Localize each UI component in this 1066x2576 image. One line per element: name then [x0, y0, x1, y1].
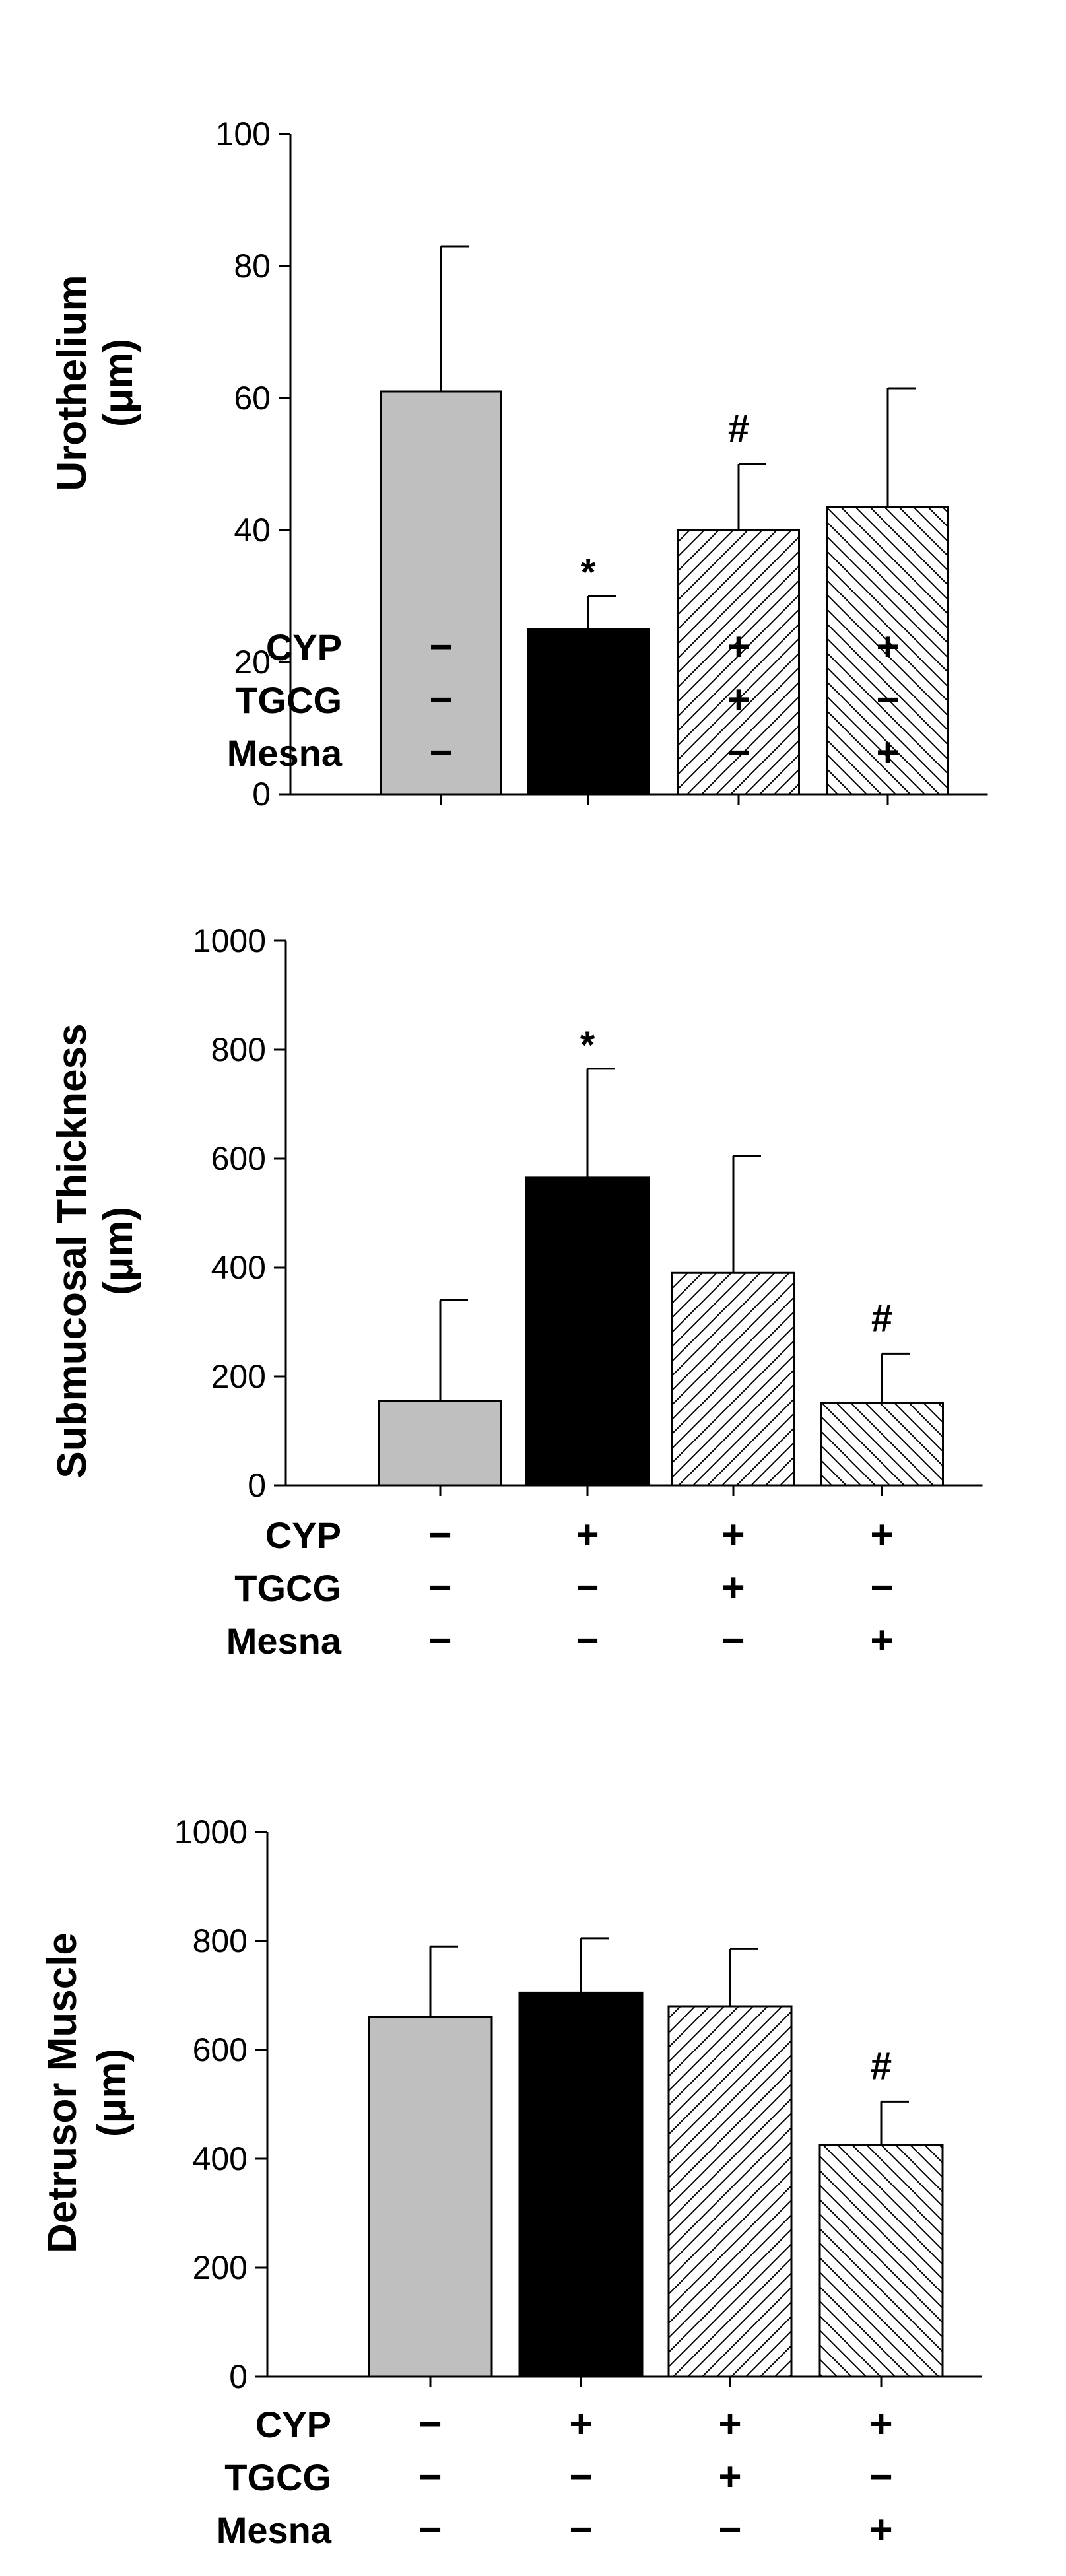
y-tick-label: 0 — [229, 2358, 248, 2395]
condition-label: CYP — [266, 627, 342, 668]
condition-label: CYP — [255, 2404, 331, 2445]
y-tick-label: 800 — [193, 1922, 248, 1959]
condition-sign: − — [428, 1565, 451, 1610]
condition-sign: + — [870, 1618, 893, 1662]
y-axis-label: Detrusor Muscle — [40, 1932, 85, 2253]
y-axis-unit: (μm) — [96, 339, 141, 427]
condition-sign: − — [876, 677, 899, 722]
condition-sign: + — [876, 625, 899, 669]
y-axis-label: Urothelium — [50, 275, 95, 491]
bar — [525, 1176, 650, 1487]
condition-sign: + — [718, 2402, 741, 2446]
condition-sign: − — [418, 2507, 442, 2552]
panel-urothelium: Urothelium (μm) 0 20 40 60 80 100 * # CYP − + + + TGC… — [50, 116, 988, 813]
condition-sign: − — [576, 730, 599, 774]
condition-sign: − — [870, 1565, 893, 1610]
condition-sign: − — [428, 1512, 451, 1557]
y-axis-label: Submucosal Thickness — [50, 1023, 95, 1478]
condition-sign: + — [721, 1565, 745, 1610]
bar — [667, 2005, 793, 2378]
significance-annotation: # — [871, 2045, 892, 2087]
condition-label: TGCG — [235, 679, 342, 721]
y-tick-label: 0 — [252, 776, 271, 813]
condition-label: Mesna — [217, 2509, 332, 2551]
condition-sign: + — [869, 2507, 892, 2552]
condition-sign: − — [418, 2402, 442, 2446]
y-tick-label: 100 — [216, 116, 271, 153]
condition-sign: − — [721, 1618, 745, 1662]
panel-detrusor-muscle: Detrusor Muscle (μm) 0 200 400 600 800 1000 # C… — [40, 1813, 982, 2552]
bar — [677, 529, 800, 796]
y-tick-label: 400 — [193, 2140, 248, 2177]
condition-sign: + — [721, 1512, 745, 1557]
y-tick-label: 200 — [193, 2249, 248, 2286]
condition-sign: − — [429, 625, 452, 669]
y-axis-unit: (μm) — [96, 1207, 141, 1295]
condition-sign: − — [569, 2455, 592, 2499]
condition-sign: − — [569, 2507, 592, 2552]
plot-area: 0 200 400 600 800 1000 # CYP − + + + TGCG − − + − Mesna − −… — [174, 1813, 982, 2552]
plot-area: 0 200 400 600 800 1000 * # CYP − + + + TGCG − − + − Mesna −… — [193, 922, 983, 1662]
condition-sign: − — [718, 2507, 741, 2552]
y-tick-label: 60 — [234, 380, 271, 417]
condition-sign: + — [876, 730, 899, 774]
significance-annotation: * — [580, 1024, 595, 1067]
y-tick-label: 1000 — [193, 922, 266, 959]
y-tick-label: 1000 — [174, 1813, 248, 1850]
condition-sign: − — [429, 730, 452, 774]
condition-label: Mesna — [227, 732, 343, 774]
y-tick-label: 0 — [248, 1467, 266, 1504]
condition-label: CYP — [265, 1514, 341, 1556]
y-tick-label: 400 — [211, 1249, 266, 1286]
condition-sign: − — [576, 1618, 599, 1662]
condition-sign: + — [727, 625, 750, 669]
condition-sign: + — [576, 1512, 599, 1557]
condition-sign: − — [576, 1565, 599, 1610]
bar — [518, 1991, 644, 2378]
plot-area: 0 20 40 60 80 100 * # CYP − + + + TGCG − − + − Mesna − − − + — [216, 116, 988, 813]
panel-submucosal-thickness: Submucosal Thickness (μm) 0 200 400 600 800 1… — [50, 922, 983, 1662]
condition-sign: − — [429, 677, 452, 722]
condition-label: Mesna — [226, 1620, 342, 1662]
condition-sign: + — [870, 1512, 893, 1557]
y-tick-label: 800 — [211, 1031, 266, 1068]
y-axis-unit: (μm) — [89, 2049, 135, 2137]
y-tick-label: 200 — [211, 1358, 266, 1395]
significance-annotation: # — [871, 1297, 892, 1339]
condition-sign: + — [727, 677, 750, 722]
y-tick-label: 600 — [193, 2031, 248, 2068]
condition-sign: + — [576, 625, 599, 669]
condition-sign: − — [727, 730, 750, 774]
condition-sign: + — [569, 2402, 592, 2446]
bar — [818, 2144, 944, 2378]
y-tick-label: 40 — [234, 512, 271, 549]
condition-sign: − — [576, 677, 599, 722]
significance-annotation: # — [728, 407, 749, 450]
condition-sign: − — [418, 2455, 442, 2499]
y-tick-label: 20 — [234, 644, 271, 681]
bar — [527, 628, 650, 796]
y-tick-label: 80 — [234, 248, 271, 285]
condition-sign: + — [718, 2455, 741, 2499]
condition-sign: − — [428, 1618, 451, 1662]
bar — [826, 506, 949, 796]
condition-label: TGCG — [224, 2457, 331, 2498]
bar — [671, 1271, 795, 1487]
y-tick-label: 600 — [211, 1140, 266, 1177]
condition-sign: − — [869, 2455, 892, 2499]
significance-annotation: * — [581, 551, 596, 594]
bar — [820, 1402, 944, 1487]
bar — [380, 390, 502, 796]
condition-sign: + — [869, 2402, 892, 2446]
condition-label: TGCG — [234, 1567, 341, 1609]
bar — [368, 2016, 493, 2378]
bar — [378, 1400, 502, 1487]
